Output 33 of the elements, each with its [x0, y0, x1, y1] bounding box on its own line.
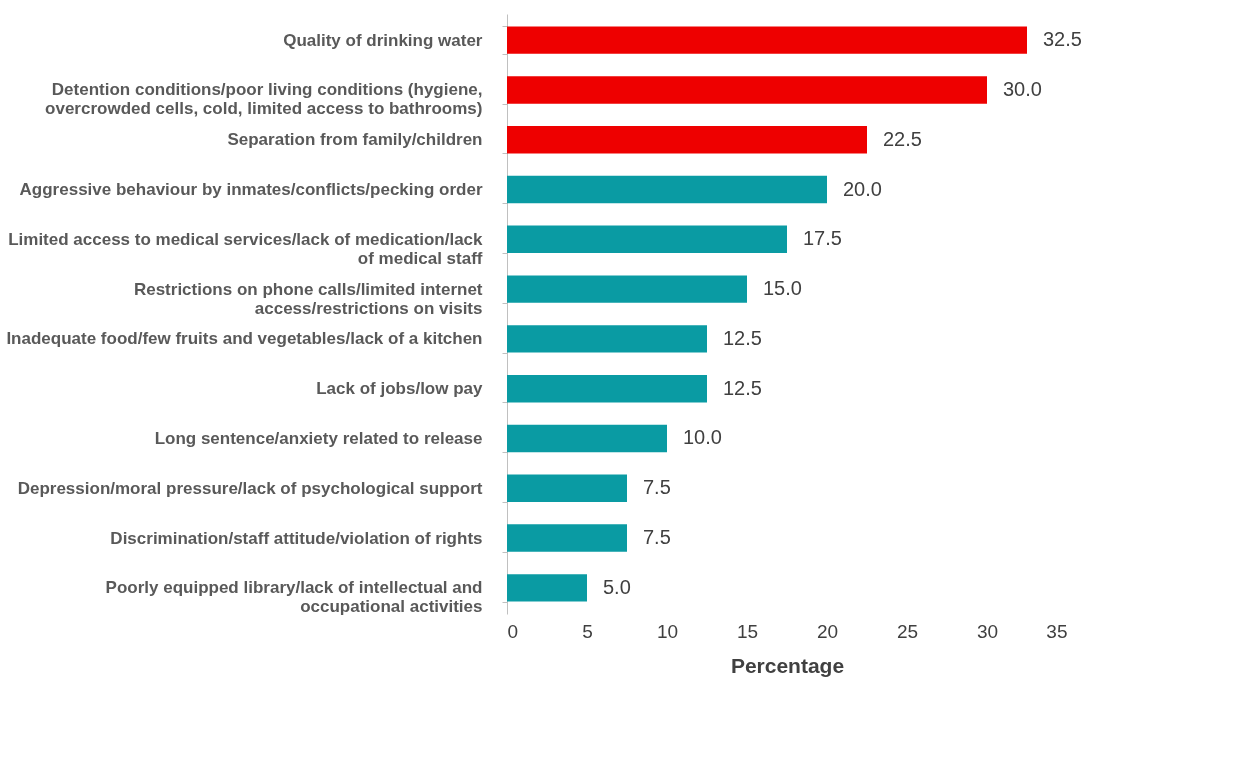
data-label: 20.0 — [843, 177, 882, 200]
y-tick-label: Depression/moral pressure/lack of psychological support — [17, 478, 483, 498]
data-label: 7.5 — [643, 526, 671, 549]
data-label: 32.5 — [1043, 28, 1082, 51]
y-tick-label: Aggressive behaviour by inmates/conflicts/pecking order — [19, 180, 483, 200]
x-tick-label: 0 — [507, 620, 519, 642]
y-tick-label: Restrictions on phone calls/limited internet access/restrictions on visits — [133, 279, 483, 318]
x-axis-title: Percentage — [730, 653, 845, 677]
x-tick-label: 35 — [1046, 620, 1068, 642]
data-label: 22.5 — [883, 127, 922, 150]
y-tick-label: Poorly equipped library/lack of intellectual and occupational activities — [105, 578, 483, 617]
x-tick-label: 20 — [816, 620, 839, 642]
y-tick-label: Separation from family/children — [227, 130, 483, 150]
y-tick-label: Detention conditions/poor living conditions (hygiene, overcrowded cells, cold, limited access to bathrooms) — [45, 80, 483, 119]
y-tick-label: Quality of drinking water — [283, 30, 483, 50]
data-label: 12.5 — [723, 376, 762, 399]
data-label: 30.0 — [1003, 77, 1042, 100]
x-tick-label: 25 — [896, 620, 919, 642]
y-tick-label: Limited access to medical services/lack of medication/lack of medical staff — [8, 229, 484, 268]
data-label: 10.0 — [683, 426, 722, 449]
y-tick-label: Inadequate food/few fruits and vegetables/lack of a kitchen — [6, 329, 483, 349]
x-tick-label: 10 — [656, 620, 679, 642]
data-label: 5.0 — [603, 575, 631, 598]
data-label: 7.5 — [643, 476, 671, 499]
y-tick-label: Long sentence/anxiety related to release — [154, 428, 483, 448]
y-tick-label: Lack of jobs/low pay — [316, 379, 484, 399]
data-label: 17.5 — [803, 227, 842, 250]
x-tick-label: 15 — [736, 620, 759, 642]
data-label: 12.5 — [723, 326, 762, 349]
x-tick-label: 5 — [582, 620, 593, 642]
y-tick-label: Discrimination/staff attitude/violation of rights — [110, 528, 483, 548]
data-label: 15.0 — [763, 277, 802, 300]
x-tick-label: 30 — [976, 620, 999, 642]
